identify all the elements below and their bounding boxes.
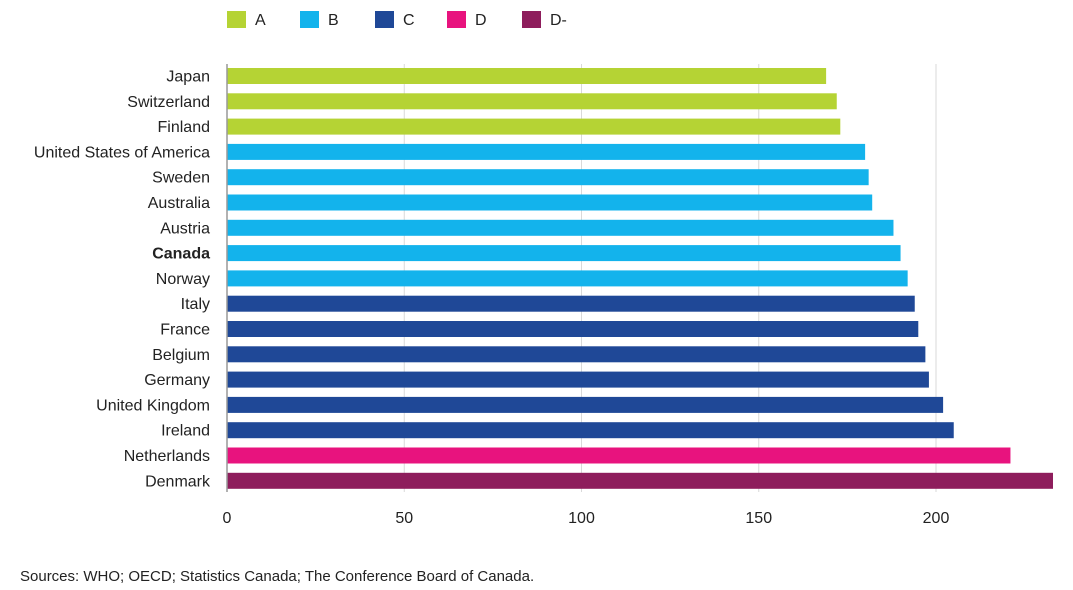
source-note: Sources: WHO; OECD; Statistics Canada; T… bbox=[20, 568, 535, 585]
bar bbox=[227, 422, 954, 439]
legend-swatch bbox=[227, 11, 246, 28]
category-label: France bbox=[160, 322, 210, 339]
bar bbox=[227, 68, 827, 84]
bar bbox=[227, 295, 915, 312]
bar bbox=[227, 346, 926, 363]
legend-label: D bbox=[475, 12, 487, 29]
bar bbox=[227, 169, 869, 186]
bar bbox=[227, 270, 908, 287]
category-label: Netherlands bbox=[124, 448, 210, 465]
bar bbox=[227, 321, 919, 337]
x-tick-label: 0 bbox=[223, 510, 232, 527]
legend-label: D- bbox=[550, 12, 567, 29]
bar bbox=[227, 371, 929, 388]
category-label: Italy bbox=[181, 296, 210, 313]
category-label: Australia bbox=[148, 195, 210, 212]
bar-chart: A B C D D- Japan Switzerland Finland United Sta… bbox=[34, 11, 1053, 527]
x-tick-label: 150 bbox=[745, 510, 772, 527]
category-labels: Japan Switzerland Finland United States of … bbox=[34, 69, 211, 491]
legend-swatch bbox=[375, 11, 394, 28]
legend-swatch bbox=[447, 11, 466, 28]
bar bbox=[227, 93, 837, 110]
bar bbox=[227, 143, 866, 160]
legend-label: C bbox=[403, 12, 415, 29]
bar bbox=[227, 472, 1053, 489]
bar bbox=[227, 194, 873, 211]
category-label: Ireland bbox=[161, 423, 210, 440]
category-label: United Kingdom bbox=[96, 397, 210, 414]
x-tick-label: 200 bbox=[923, 510, 950, 527]
category-label: Sweden bbox=[152, 170, 210, 187]
x-axis-ticks: 0 50 100 150 200 bbox=[223, 510, 950, 527]
legend: A B C D D- bbox=[227, 11, 567, 29]
legend-swatch bbox=[300, 11, 319, 28]
bar bbox=[227, 219, 894, 236]
category-label: Germany bbox=[144, 372, 210, 389]
bars bbox=[227, 68, 1053, 489]
category-label: Norway bbox=[156, 271, 210, 288]
bar bbox=[227, 245, 901, 262]
bar bbox=[227, 447, 1011, 464]
bar bbox=[227, 118, 841, 135]
x-tick-label: 100 bbox=[568, 510, 595, 527]
x-tick-label: 50 bbox=[395, 510, 413, 527]
category-label: Japan bbox=[166, 69, 210, 86]
legend-swatch bbox=[522, 11, 541, 28]
bar bbox=[227, 396, 944, 413]
category-label: Switzerland bbox=[127, 94, 210, 111]
category-label: Denmark bbox=[145, 473, 211, 490]
legend-label: A bbox=[255, 12, 266, 29]
category-label: United States of America bbox=[34, 144, 210, 161]
category-label: Belgium bbox=[152, 347, 210, 364]
category-label: Austria bbox=[160, 220, 210, 237]
category-label: Canada bbox=[152, 246, 210, 263]
legend-label: B bbox=[328, 12, 339, 29]
category-label: Finland bbox=[158, 119, 210, 136]
